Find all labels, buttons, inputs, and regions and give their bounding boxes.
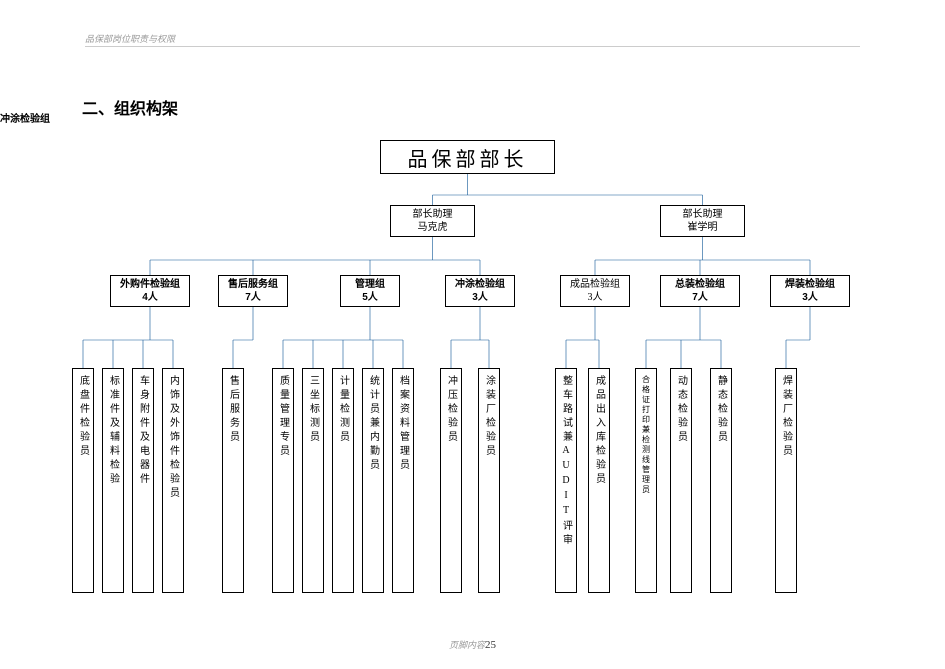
- org-node: 档案资料管理员: [392, 368, 414, 593]
- org-node: 总装检验组 7人: [660, 275, 740, 307]
- org-node: 焊装检验组 3人: [770, 275, 850, 307]
- org-node: 品保部部长: [380, 140, 555, 174]
- org-node: 内饰及外饰件检验员: [162, 368, 184, 593]
- org-node: 动态检验员: [670, 368, 692, 593]
- org-node: 部长助理 马克虎: [390, 205, 475, 237]
- org-node: 静态检验员: [710, 368, 732, 593]
- org-node: 部长助理 崔学明: [660, 205, 745, 237]
- footer-label: 页脚内容: [449, 640, 485, 650]
- org-node: 冲涂检验组 3人: [445, 275, 515, 307]
- org-node: 涂装厂检验员: [478, 368, 500, 593]
- org-node: 底盘件检验员: [72, 368, 94, 593]
- org-node: 统计员兼内勤员: [362, 368, 384, 593]
- org-node: 质量管理专员: [272, 368, 294, 593]
- footer-page-number: 25: [485, 639, 496, 651]
- page-footer: 页脚内容25: [0, 638, 945, 651]
- org-node: 标准件及辅料检验: [102, 368, 124, 593]
- org-node: 冲压检验员: [440, 368, 462, 593]
- org-node: 整车路试兼AUDIT评审: [555, 368, 577, 593]
- org-node: 计量检测员: [332, 368, 354, 593]
- org-node: 合格证打印兼检测线管理员: [635, 368, 657, 593]
- org-node: 外购件检验组 4人: [110, 275, 190, 307]
- org-node: 三坐标测员: [302, 368, 324, 593]
- org-node: 售后服务组 7人: [218, 275, 288, 307]
- org-node: 成品检验组 3人: [560, 275, 630, 307]
- org-node: 车身附件及电器件: [132, 368, 154, 593]
- org-node: 成品出入库检验员: [588, 368, 610, 593]
- org-node: 管理组 5人: [340, 275, 400, 307]
- org-chart: 品保部部长部长助理 马克虎 部长助理 崔学明外购件检验组 4人售后服务组 7人 管理…: [0, 0, 945, 669]
- org-node: 售后服务员: [222, 368, 244, 593]
- org-node: 焊装厂检验员: [775, 368, 797, 593]
